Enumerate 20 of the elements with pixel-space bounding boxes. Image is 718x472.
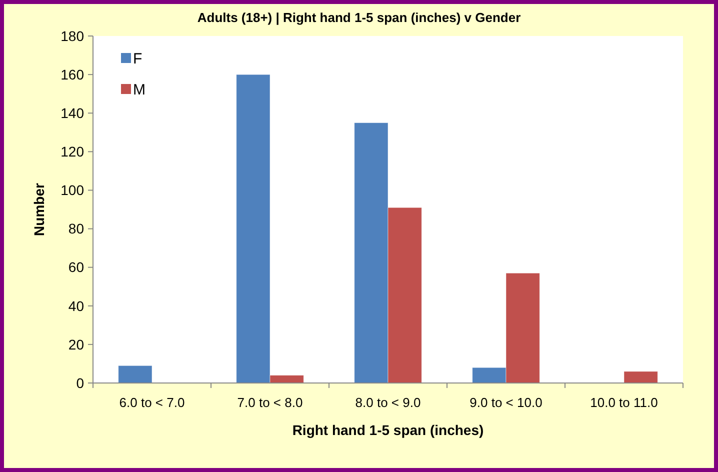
chart-title: Adults (18+) | Right hand 1-5 span (inches) v Gender bbox=[197, 10, 521, 25]
y-tick-label: 140 bbox=[60, 105, 84, 122]
y-tick-label: 100 bbox=[60, 182, 84, 198]
y-tick-label: 0 bbox=[76, 374, 84, 391]
y-tick-label: 20 bbox=[68, 336, 84, 352]
y-axis-title: Number bbox=[31, 182, 47, 236]
x-tick-label: 7.0 to < 8.0 bbox=[237, 395, 303, 410]
y-tick-label: 80 bbox=[68, 220, 84, 237]
y-tick-label: 60 bbox=[68, 259, 84, 276]
x-axis-title: Right hand 1-5 span (inches) bbox=[292, 422, 484, 438]
y-tick-label: 180 bbox=[60, 28, 84, 44]
y-tick-label: 120 bbox=[60, 144, 84, 160]
x-tick-label: 8.0 to < 9.0 bbox=[355, 395, 421, 410]
x-tick-label: 9.0 to < 10.0 bbox=[470, 395, 542, 410]
legend-label: F bbox=[133, 50, 142, 68]
x-tick-label: 10.0 to 11.0 bbox=[590, 395, 658, 410]
x-tick-label: 6.0 to < 7.0 bbox=[119, 395, 185, 410]
y-tick-label: 160 bbox=[60, 66, 84, 82]
y-tick-label: 40 bbox=[68, 298, 84, 314]
legend-label: M bbox=[133, 82, 146, 99]
